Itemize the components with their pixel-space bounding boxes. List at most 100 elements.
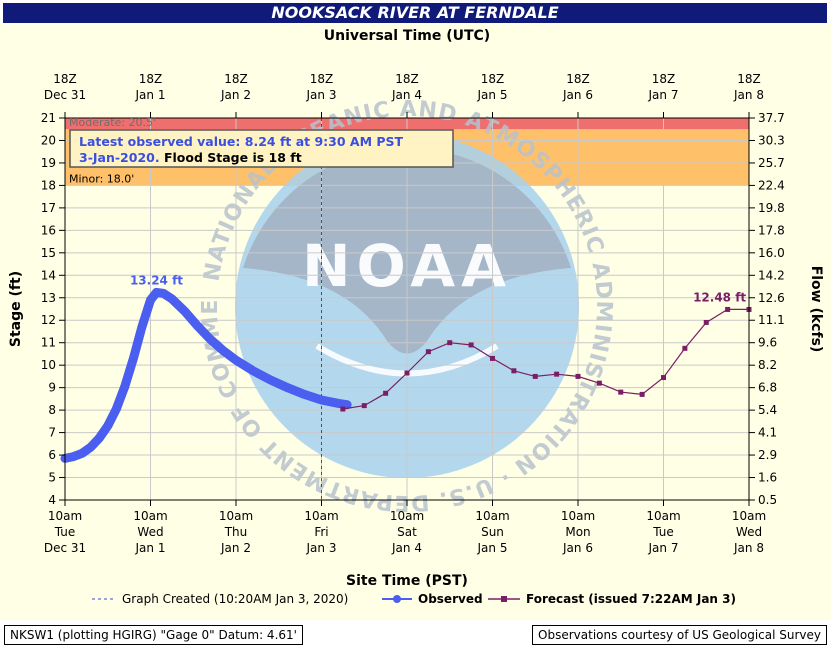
y-tick-label: 5 (48, 471, 56, 485)
forecast-point (575, 373, 581, 379)
forecast-point (425, 349, 431, 355)
x-tick-label: Mon (565, 525, 590, 539)
y-tick-label: 16 (41, 223, 56, 237)
top-tick-label: 18Z (224, 72, 248, 86)
y-tick-label: 10 (41, 358, 56, 372)
y2-tick-label: 12.6 (758, 291, 785, 305)
y2-tick-label: 0.5 (758, 493, 777, 507)
forecast-point (682, 345, 688, 351)
forecast-point (468, 342, 474, 348)
legend-layer: Graph Created (10:20AM Jan 3, 2020) Obser… (92, 592, 736, 606)
x-tick-label: Fri (314, 525, 328, 539)
x-tick-label: Jan 4 (391, 541, 422, 555)
forecast-point (511, 368, 517, 374)
x-tick-label: Tue (54, 525, 76, 539)
forecast-point (661, 375, 666, 381)
latest-value-box (69, 129, 454, 168)
forecast-peak-label: 12.48 ft (693, 290, 746, 304)
y-tick-label: 21 (41, 111, 56, 125)
top-tick-label: 18Z (566, 72, 590, 86)
hydrograph-chart: NOAANATIONAL OCEANIC AND ATMOSPHERIC ADM… (0, 23, 831, 620)
forecast-point (361, 403, 367, 409)
forecast-line (342, 308, 749, 410)
x-tick-label: Sun (481, 525, 504, 539)
x-tick-label: Jan 3 (306, 541, 337, 555)
y2-tick-label: 4.1 (758, 426, 777, 440)
top-tick-label: Jan 3 (306, 88, 337, 102)
y-tick-label: 13 (41, 291, 56, 305)
y-tick-label: 15 (41, 246, 56, 260)
top-tick-label: Jan 8 (733, 88, 764, 102)
x-tick-label: Jan 5 (477, 541, 508, 555)
y2-tick-label: 6.8 (758, 381, 777, 395)
top-tick-label: Dec 31 (44, 88, 86, 102)
top-tick-label: Jan 5 (477, 88, 508, 102)
legend-forecast-marker (501, 596, 507, 602)
x-tick-label: Wed (137, 525, 163, 539)
legend-observed-marker (393, 595, 401, 603)
y-tick-label: 9 (48, 381, 56, 395)
top-tick-label: 18Z (481, 72, 505, 86)
chart-title: NOOKSACK RIVER AT FERNDALE (3, 3, 827, 23)
forecast-point (532, 373, 538, 379)
x-tick-label: Sat (397, 525, 417, 539)
latest-value-line2: 3-Jan-2020. Flood Stage is 18 ft (79, 150, 302, 165)
y2-tick-label: 25.7 (758, 156, 785, 170)
flood-label-minor: Minor: 18.0' (69, 172, 134, 185)
y2-tick-label: 9.6 (758, 336, 777, 350)
x-tick-label: Wed (736, 525, 762, 539)
latest-value-line1: Latest observed value: 8.24 ft at 9:30 A… (79, 134, 404, 149)
y2-tick-label: 22.4 (758, 178, 785, 192)
y-tick-label: 6 (48, 448, 56, 462)
x-tick-label: Jan 7 (648, 541, 679, 555)
top-tick-label: 18Z (652, 72, 676, 86)
forecast-point (725, 306, 731, 312)
top-tick-label: Jan 1 (135, 88, 166, 102)
x-tick-label: 10am (561, 509, 595, 523)
gage-datum-info: NKSW1 (plotting HGIRG) "Gage 0" Datum: 4… (4, 625, 303, 645)
forecast-point (447, 340, 453, 346)
x-tick-label: 10am (133, 509, 167, 523)
x-tick-label: 10am (732, 509, 766, 523)
observed-line (60, 287, 352, 463)
y2-tick-label: 1.6 (758, 471, 777, 485)
forecast-point (596, 380, 602, 386)
x-tick-label: Dec 31 (44, 541, 86, 555)
top-tick-label: Jan 2 (220, 88, 251, 102)
series-layer (60, 118, 752, 500)
legend-forecast-label: Forecast (issued 7:22AM Jan 3) (526, 592, 736, 606)
x-tick-label: Jan 2 (220, 541, 251, 555)
y-tick-label: 19 (41, 156, 56, 170)
y2-axis-label: Flow (kcfs) (808, 266, 824, 353)
x-tick-label: 10am (219, 509, 253, 523)
y2-tick-label: 17.8 (758, 223, 785, 237)
y-tick-label: 20 (41, 133, 56, 147)
x-tick-label: 10am (390, 509, 424, 523)
top-tick-label: 18Z (737, 72, 761, 86)
y-tick-label: 14 (41, 268, 56, 282)
hydrograph-svg: NOAANATIONAL OCEANIC AND ATMOSPHERIC ADM… (0, 23, 824, 606)
top-tick-label: Jan 4 (391, 88, 422, 102)
y2-tick-label: 16.0 (758, 246, 785, 260)
y2-tick-label: 11.1 (758, 313, 785, 327)
forecast-point (383, 390, 389, 396)
latest-value-date: 3-Jan-2020. (79, 150, 164, 165)
y2-tick-label: 19.8 (758, 201, 785, 215)
x-tick-label: Thu (224, 525, 248, 539)
forecast-point (490, 355, 495, 361)
x-tick-label: Tue (652, 525, 674, 539)
watermark-noaa-text: NOAA (302, 232, 512, 300)
top-tick-label: 18Z (395, 72, 419, 86)
top-tick-label: 18Z (53, 72, 77, 86)
y2-tick-label: 14.2 (758, 268, 785, 282)
x-tick-label: 10am (304, 509, 338, 523)
axes-layer: 4 5 6 7 8 9 10 11 12 13 14 15 16 17 18 19 20 21 Stage (ft)… (8, 28, 824, 589)
forecast-point (554, 371, 560, 377)
observations-credit: Observations courtesy of US Geological S… (532, 625, 827, 645)
y2-tick-label: 30.3 (758, 133, 785, 147)
x-tick-label: 10am (48, 509, 82, 523)
x-tick-label: Jan 6 (562, 541, 593, 555)
top-tick-label: Jan 7 (648, 88, 679, 102)
y-tick-label: 12 (41, 313, 56, 327)
forecast-point (340, 406, 346, 412)
